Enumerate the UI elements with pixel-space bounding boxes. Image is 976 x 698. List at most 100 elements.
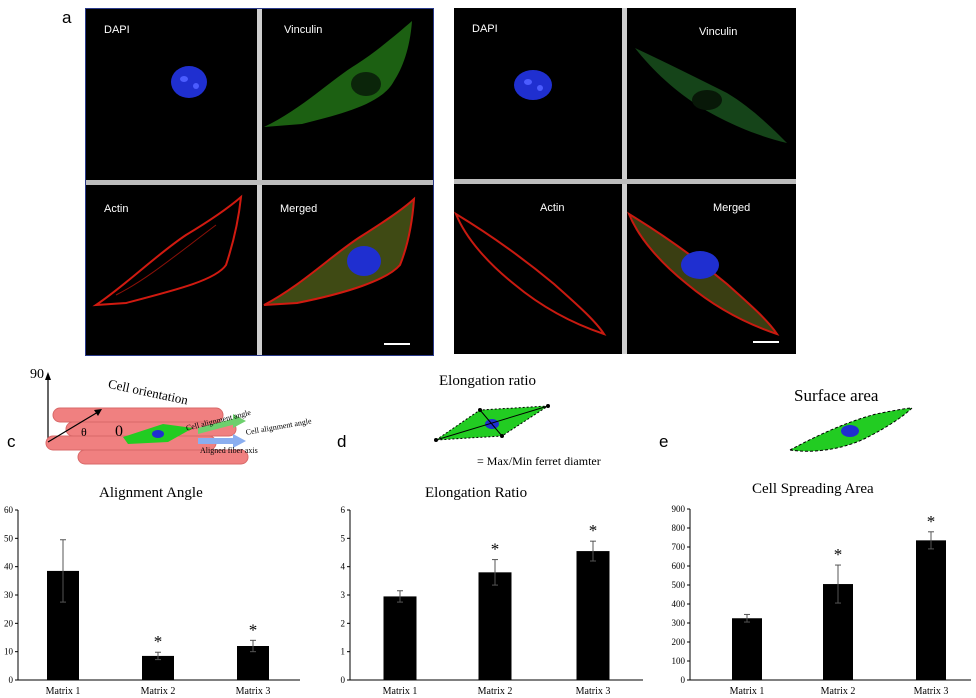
significance-marker: * bbox=[927, 512, 936, 531]
y-tick-label: 60 bbox=[4, 505, 14, 515]
actin-cell-image bbox=[454, 211, 607, 336]
y-tick-label: 300 bbox=[672, 618, 686, 628]
y-tick-label: 6 bbox=[341, 505, 346, 515]
y-tick-label: 900 bbox=[672, 504, 686, 514]
y-tick-label: 0 bbox=[341, 675, 346, 685]
significance-marker: * bbox=[154, 632, 163, 651]
bar bbox=[916, 540, 946, 680]
tile-dapi-b: DAPI bbox=[454, 8, 622, 179]
nucleus-image bbox=[514, 70, 552, 100]
tile-vinculin-b: Vinculin bbox=[627, 8, 796, 179]
y-tick-label: 2 bbox=[341, 618, 346, 628]
panel-letter-e: e bbox=[659, 432, 669, 451]
tile-label: Merged bbox=[280, 203, 318, 215]
scale-bar bbox=[753, 341, 779, 343]
x-tick-label: Matrix 3 bbox=[914, 686, 949, 697]
x-tick-label: Matrix 1 bbox=[46, 686, 81, 697]
y-tick-label: 40 bbox=[4, 562, 14, 572]
micrograph-panel-a: DAPI Vinculin Actin Merged bbox=[85, 8, 434, 356]
y-tick-label: 50 bbox=[4, 533, 14, 543]
orientation-arrow bbox=[47, 411, 99, 443]
alignment-arrow-icon bbox=[198, 418, 236, 434]
cell-nucleus bbox=[152, 430, 164, 438]
tile-merged-b: Merged bbox=[627, 184, 796, 354]
y-tick-label: 4 bbox=[341, 562, 346, 572]
fiber-axis-arrow-icon bbox=[198, 438, 236, 444]
tile-merged-a: Merged bbox=[262, 185, 433, 355]
y-tick-label: 5 bbox=[341, 533, 346, 543]
x-tick-label: Matrix 1 bbox=[383, 686, 418, 697]
y-tick-label: 600 bbox=[672, 561, 686, 571]
elongation-formula: = Max/Min ferret diamter bbox=[477, 454, 601, 468]
panel-letter-c: c bbox=[7, 432, 16, 451]
tile-dapi-a: DAPI bbox=[86, 9, 257, 180]
bar-chart-alignment-angle: 0 10 20 30 40 50 60 Matrix 1 * Matrix 2 * Matrix 3 bbox=[4, 505, 300, 697]
bar bbox=[732, 618, 762, 680]
y-tick-label: 500 bbox=[672, 580, 686, 590]
y-tick-label: 10 bbox=[4, 647, 14, 657]
vinculin-cell-image bbox=[635, 48, 787, 143]
tile-label: DAPI bbox=[104, 24, 130, 36]
significance-marker: * bbox=[834, 545, 843, 564]
y-tick-label: 30 bbox=[4, 590, 14, 600]
y-tick-label: 1 bbox=[341, 647, 346, 657]
elongation-schematic bbox=[434, 404, 550, 442]
tile-vinculin-a: Vinculin bbox=[262, 9, 433, 180]
orientation-arrow-head-icon bbox=[94, 409, 102, 416]
bar-chart-elongation-ratio: 0 1 2 3 4 5 6 Matrix 1 * Matrix 2 * Matrix 3 bbox=[341, 505, 643, 697]
axis-label-90: 90 bbox=[30, 367, 44, 382]
bar bbox=[383, 596, 417, 680]
tile-label: DAPI bbox=[472, 23, 498, 35]
tile-divider bbox=[86, 180, 433, 185]
tile-actin-a: Actin bbox=[86, 185, 257, 355]
bar bbox=[576, 551, 610, 680]
x-tick-label: Matrix 2 bbox=[821, 686, 856, 697]
surface-area-schematic bbox=[788, 407, 914, 452]
cell-nucleus bbox=[841, 425, 859, 437]
significance-marker: * bbox=[491, 540, 500, 559]
theta-label: θ bbox=[81, 425, 87, 439]
tile-label: Vinculin bbox=[284, 24, 323, 36]
tile-divider bbox=[454, 179, 796, 184]
chart-title-alignment: Alignment Angle bbox=[99, 485, 203, 501]
vinculin-cell-image bbox=[264, 21, 412, 127]
bar-chart-cell-spreading-area: 0 100 200 300 400 500 600 700 800 900 Matrix 1 * Mat… bbox=[672, 504, 971, 697]
y-tick-label: 200 bbox=[672, 637, 686, 647]
axis-label-0: 0 bbox=[115, 423, 123, 440]
tile-label: Actin bbox=[104, 203, 129, 215]
significance-marker: * bbox=[589, 521, 598, 540]
tile-label: Vinculin bbox=[699, 26, 738, 38]
y-tick-label: 400 bbox=[672, 599, 686, 609]
x-tick-label: Matrix 1 bbox=[730, 686, 765, 697]
x-tick-label: Matrix 2 bbox=[478, 686, 513, 697]
cell-orientation-schematic bbox=[45, 372, 249, 465]
fiber-axis-label: Aligned fiber axis bbox=[200, 446, 258, 455]
y-tick-label: 0 bbox=[9, 675, 14, 685]
y-tick-label: 0 bbox=[681, 675, 686, 685]
x-tick-label: Matrix 3 bbox=[576, 686, 611, 697]
micrograph-panel-b: DAPI Vinculin Actin Merged bbox=[454, 8, 796, 354]
tile-label: Merged bbox=[713, 202, 751, 214]
merged-cell-image bbox=[627, 211, 780, 336]
bar bbox=[478, 572, 512, 680]
y-tick-label: 800 bbox=[672, 523, 686, 533]
chart-title-spreading: Cell Spreading Area bbox=[752, 481, 874, 497]
merged-cell-image bbox=[263, 196, 416, 306]
axis-arrow-icon bbox=[45, 372, 51, 380]
chart-title-elongation: Elongation Ratio bbox=[425, 485, 528, 501]
panel-letter-d: d bbox=[337, 432, 347, 451]
panel-letter-a: a bbox=[62, 8, 72, 27]
x-tick-label: Matrix 3 bbox=[236, 686, 271, 697]
tile-label: Actin bbox=[540, 202, 565, 214]
nucleus-image bbox=[171, 66, 207, 98]
y-tick-label: 20 bbox=[4, 618, 14, 628]
y-tick-label: 700 bbox=[672, 542, 686, 552]
elongation-schematic-title: Elongation ratio bbox=[439, 373, 537, 389]
x-tick-label: Matrix 2 bbox=[141, 686, 176, 697]
y-tick-label: 3 bbox=[341, 590, 346, 600]
surface-area-title: Surface area bbox=[794, 386, 879, 405]
scale-bar bbox=[384, 343, 410, 345]
actin-cell-image bbox=[92, 194, 243, 307]
tile-actin-b: Actin bbox=[454, 184, 622, 354]
y-tick-label: 100 bbox=[672, 656, 686, 666]
